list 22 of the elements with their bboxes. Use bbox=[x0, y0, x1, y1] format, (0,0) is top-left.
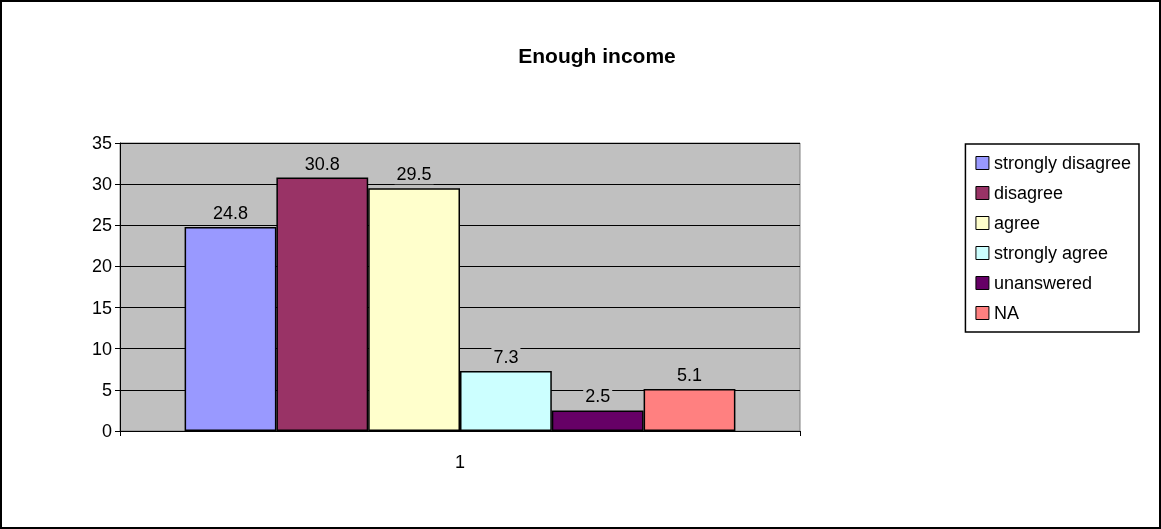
x-tick-label: 1 bbox=[454, 452, 466, 472]
y-tick-label: 10 bbox=[91, 338, 112, 359]
legend-label: strongly agree bbox=[993, 243, 1108, 263]
legend-label: agree bbox=[993, 213, 1040, 233]
y-tick-label: 30 bbox=[91, 174, 112, 195]
legend-label: strongly disagree bbox=[993, 153, 1131, 173]
legend-label: disagree bbox=[993, 183, 1063, 203]
legend-label: NA bbox=[993, 303, 1019, 323]
chart-title: Enough income bbox=[518, 44, 676, 67]
y-tick-label: 0 bbox=[101, 421, 112, 441]
data-label: 24.8 bbox=[212, 202, 249, 223]
y-tick-label: 25 bbox=[91, 215, 112, 236]
data-label: 7.3 bbox=[493, 346, 519, 367]
y-tick-label: 15 bbox=[91, 297, 112, 318]
data-label: 5.1 bbox=[676, 365, 703, 386]
data-label: 30.8 bbox=[304, 153, 340, 174]
legend-label: unanswered bbox=[993, 273, 1092, 293]
y-tick-label: 5 bbox=[101, 379, 112, 400]
y-tick-label: 35 bbox=[91, 133, 112, 153]
y-tick-label: 20 bbox=[91, 256, 112, 277]
data-label: 2.5 bbox=[585, 386, 611, 407]
data-label: 29.5 bbox=[396, 164, 432, 185]
